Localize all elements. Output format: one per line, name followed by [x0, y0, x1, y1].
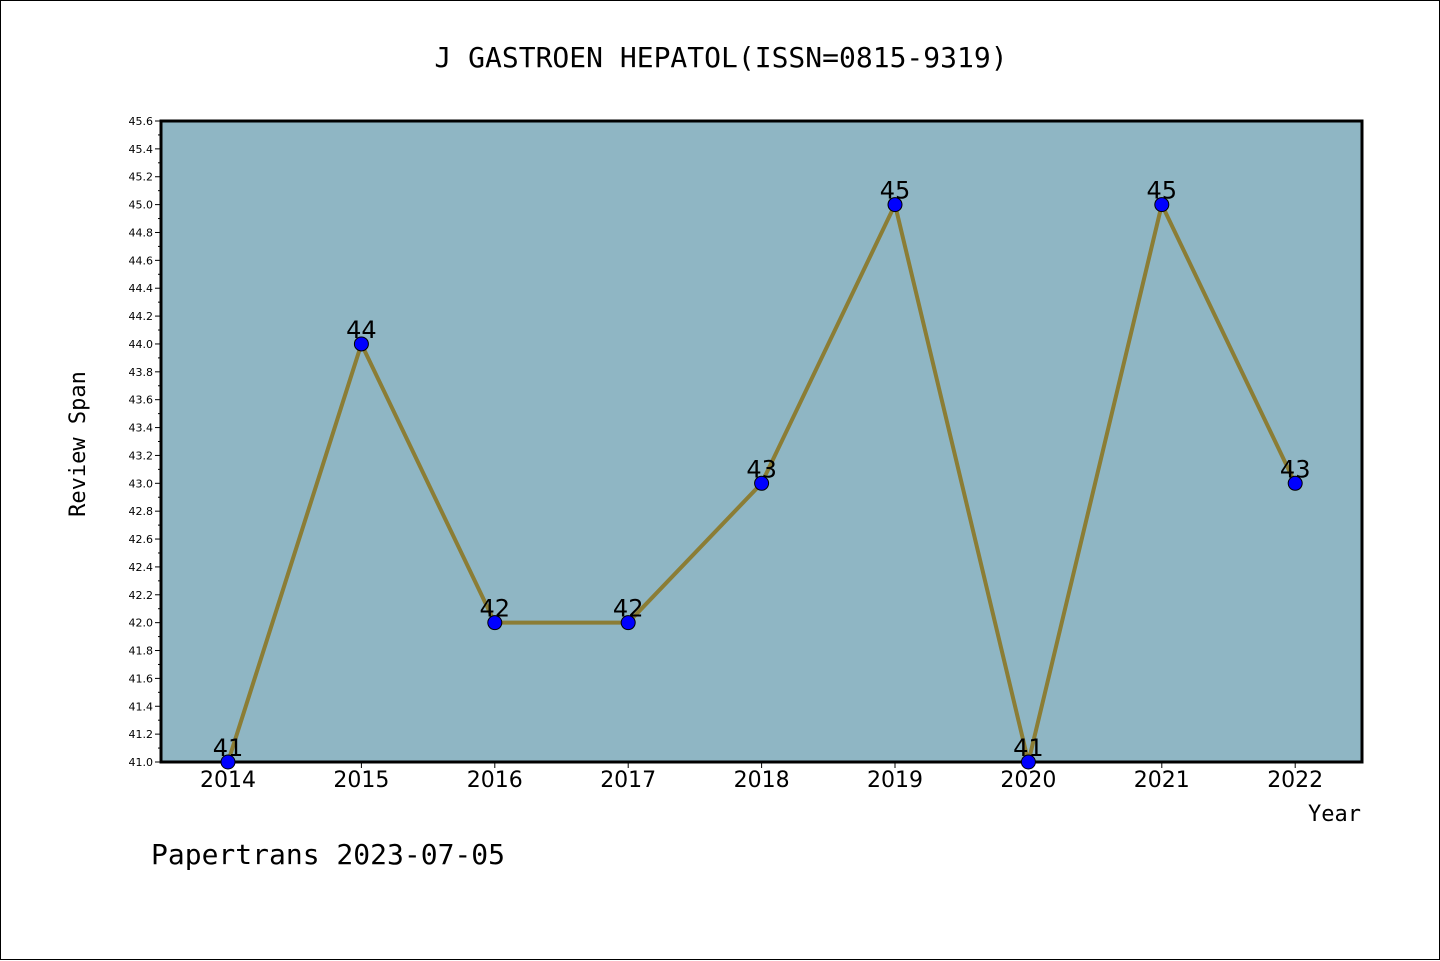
y-tick-label: 43.2	[129, 449, 154, 462]
chart-title: J GASTROEN HEPATOL(ISSN=0815-9319)	[434, 41, 1007, 74]
x-tick-label: 2022	[1267, 768, 1323, 793]
data-point	[1287, 475, 1303, 491]
y-tick-label: 42.4	[129, 561, 154, 574]
y-tick-label: 43.8	[129, 366, 154, 379]
y-tick-label: 41.0	[129, 756, 154, 769]
x-tick-label: 2015	[333, 768, 389, 793]
y-tick-label: 42.2	[129, 589, 154, 602]
y-tick-label: 44.0	[129, 338, 154, 351]
data-point	[887, 197, 903, 213]
data-label: 41	[213, 734, 244, 762]
x-tick-label: 2021	[1134, 768, 1190, 793]
y-tick-label: 44.6	[129, 254, 154, 267]
data-label: 45	[880, 177, 911, 205]
data-point	[620, 615, 636, 631]
data-point	[220, 754, 236, 770]
y-axis: 41.0 41.2 41.4 41.6 41.8 42.0 42.2 42.4 42.6 42.8…	[129, 115, 161, 769]
y-tick-label: 42.8	[129, 505, 154, 518]
plot-area	[159, 119, 1364, 764]
y-tick-label: 43.4	[129, 422, 154, 435]
y-tick-label: 45.6	[129, 115, 154, 128]
series-markers	[220, 197, 1303, 770]
x-tick-label: 2014	[200, 768, 256, 793]
data-point	[1020, 754, 1036, 770]
y-tick-label: 42.6	[129, 533, 154, 546]
x-tick-label: 2019	[867, 768, 923, 793]
data-label: 45	[1147, 177, 1178, 205]
y-tick-label: 41.8	[129, 645, 154, 658]
y-tick-label: 41.6	[129, 672, 154, 685]
y-tick-label: 43.6	[129, 394, 154, 407]
y-axis-label: Review Span	[66, 371, 91, 517]
y-tick-label: 45.2	[129, 171, 154, 184]
y-tick-label: 43.0	[129, 477, 154, 490]
data-label: 42	[480, 595, 511, 623]
data-label: 42	[613, 595, 644, 623]
y-tick-label: 41.4	[129, 700, 154, 713]
data-point	[1154, 197, 1170, 213]
y-tick-label: 44.8	[129, 226, 154, 239]
data-point	[353, 336, 369, 352]
x-tick-label: 2017	[600, 768, 656, 793]
data-point	[754, 475, 770, 491]
y-tick-label: 41.2	[129, 728, 154, 741]
data-labels: 41 44 42 42 43 45 41 45 43	[213, 177, 1311, 762]
x-axis-label: Year	[1308, 802, 1361, 827]
data-label: 41	[1013, 734, 1044, 762]
footer-text: Papertrans 2023-07-05	[151, 838, 505, 871]
y-tick-label: 45.0	[129, 199, 154, 212]
x-tick-label: 2016	[467, 768, 523, 793]
x-tick-label: 2020	[1000, 768, 1056, 793]
data-label: 43	[1280, 455, 1311, 483]
y-tick-label: 45.4	[129, 143, 154, 156]
y-tick-label: 44.2	[129, 310, 154, 323]
x-tick-label: 2018	[734, 768, 790, 793]
data-point	[487, 615, 503, 631]
y-tick-label: 44.4	[129, 282, 154, 295]
y-tick-label: 42.0	[129, 617, 154, 630]
data-label: 43	[746, 455, 777, 483]
data-label: 44	[346, 316, 377, 344]
x-axis: 2014 2015 2016 2017 2018 2019 2020 2021 2022	[200, 762, 1323, 793]
